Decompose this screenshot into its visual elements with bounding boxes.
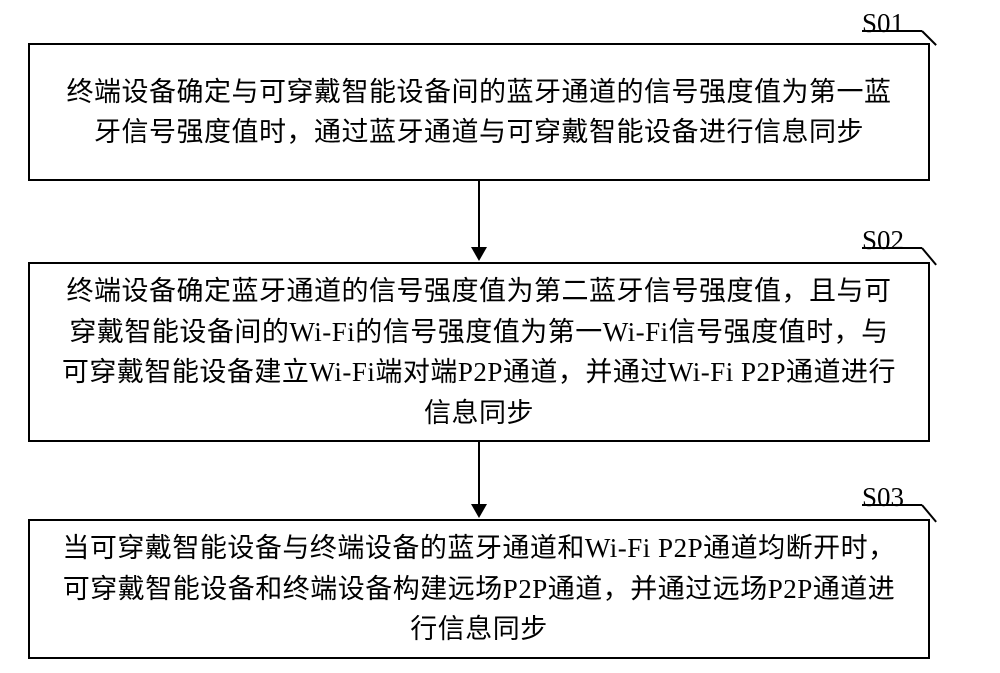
arrow-head-icon [471, 504, 487, 518]
flow-step-s02: 终端设备确定蓝牙通道的信号强度值为第二蓝牙信号强度值，且与可穿戴智能设备间的Wi… [28, 262, 930, 442]
step-text: 终端设备确定与可穿戴智能设备间的蓝牙通道的信号强度值为第一蓝牙信号强度值时，通过… [60, 72, 898, 153]
step-label-s01: S01 [862, 8, 904, 39]
step-label-s02: S02 [862, 225, 904, 256]
flow-step-s03: 当可穿戴智能设备与终端设备的蓝牙通道和Wi-Fi P2P通道均断开时，可穿戴智能… [28, 519, 930, 659]
callout-line [862, 247, 922, 249]
step-text: 当可穿戴智能设备与终端设备的蓝牙通道和Wi-Fi P2P通道均断开时，可穿戴智能… [60, 528, 898, 650]
flow-step-s01: 终端设备确定与可穿戴智能设备间的蓝牙通道的信号强度值为第一蓝牙信号强度值时，通过… [28, 43, 930, 181]
step-text: 终端设备确定蓝牙通道的信号强度值为第二蓝牙信号强度值，且与可穿戴智能设备间的Wi… [60, 271, 898, 433]
arrow-head-icon [471, 247, 487, 261]
callout-line [862, 30, 922, 32]
step-label-s03: S03 [862, 482, 904, 513]
arrow-shaft [478, 181, 480, 247]
callout-line [862, 504, 922, 506]
arrow-shaft [478, 442, 480, 504]
